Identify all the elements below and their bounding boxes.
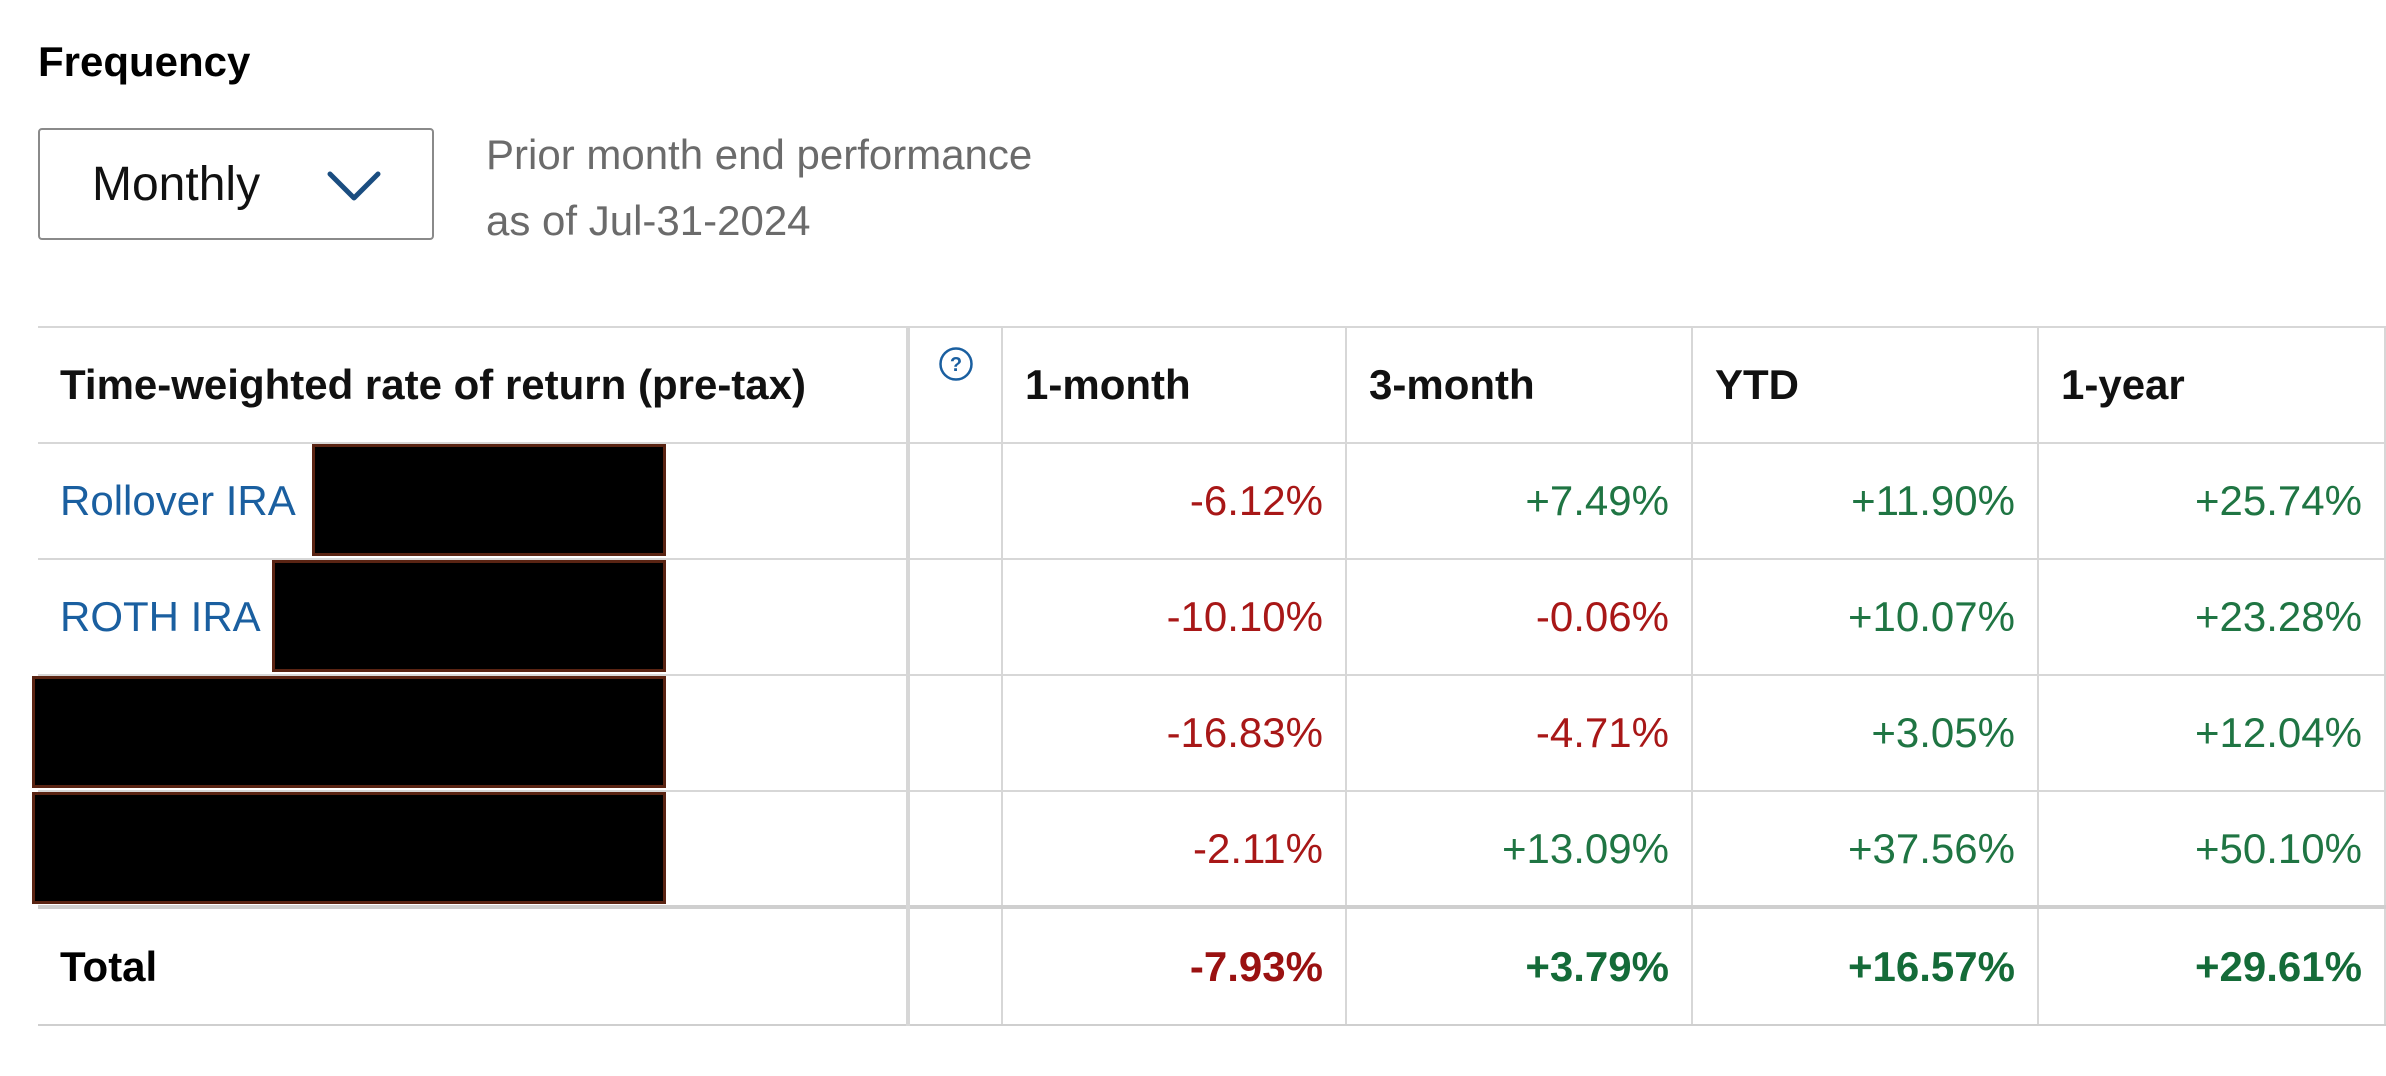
header-help: ?: [908, 326, 1003, 444]
as-of-line-2: as of Jul-31-2024: [486, 197, 811, 244]
redacted-block: [312, 444, 666, 556]
performance-table: Time-weighted rate of return (pre-tax) ?…: [32, 326, 2386, 1026]
table-header-row: Time-weighted rate of return (pre-tax) ?…: [38, 326, 2386, 444]
value-ytd: +11.90%: [1692, 442, 2039, 560]
account-link-rollover-ira[interactable]: Rollover IRA: [60, 477, 296, 524]
total-ytd: +16.57%: [1692, 905, 2039, 1026]
value-1-month: -2.11%: [1002, 790, 1347, 908]
value-1-month: -10.10%: [1002, 558, 1347, 676]
redacted-block: [272, 560, 666, 672]
value-1-year: +23.28%: [2038, 558, 2386, 676]
header-1-month[interactable]: 1-month: [1002, 326, 1347, 444]
header-name: Time-weighted rate of return (pre-tax): [38, 326, 910, 444]
value-3-month: -4.71%: [1346, 674, 1693, 792]
account-name-cell: Rollover IRA: [38, 442, 910, 560]
value-3-month: +13.09%: [1346, 790, 1693, 908]
header-ytd[interactable]: YTD: [1692, 326, 2039, 444]
total-1-month: -7.93%: [1002, 905, 1347, 1026]
value-ytd: +3.05%: [1692, 674, 2039, 792]
header-1-year[interactable]: 1-year: [2038, 326, 2386, 444]
chevron-down-icon: [327, 171, 381, 201]
header-3-month[interactable]: 3-month: [1346, 326, 1693, 444]
account-name-cell: ROTH IRA: [38, 558, 910, 676]
table-row: -16.83% -4.71% +3.05% +12.04%: [32, 674, 2386, 792]
value-1-month: -16.83%: [1002, 674, 1347, 792]
account-name-cell: [32, 790, 910, 908]
table-row: ROTH IRA -10.10% -0.06% +10.07% +23.28%: [38, 558, 2386, 676]
table-row: Rollover IRA -6.12% +7.49% +11.90% +25.7…: [38, 442, 2386, 560]
as-of-note: Prior month end performance as of Jul-31…: [486, 122, 1032, 254]
frequency-dropdown[interactable]: Monthly: [38, 128, 434, 240]
help-cell: [908, 674, 1003, 792]
frequency-selected-value: Monthly: [92, 157, 261, 211]
value-1-year: +12.04%: [2038, 674, 2386, 792]
value-ytd: +37.56%: [1692, 790, 2039, 908]
value-ytd: +10.07%: [1692, 558, 2039, 676]
redacted-block[interactable]: [32, 676, 666, 788]
account-name-cell: [32, 674, 910, 792]
total-1-year: +29.61%: [2038, 905, 2386, 1026]
table-row: -2.11% +13.09% +37.56% +50.10%: [32, 790, 2386, 908]
value-3-month: +7.49%: [1346, 442, 1693, 560]
total-row: Total -7.93% +3.79% +16.57% +29.61%: [38, 905, 2386, 1026]
value-1-year: +50.10%: [2038, 790, 2386, 908]
value-3-month: -0.06%: [1346, 558, 1693, 676]
help-cell: [908, 558, 1003, 676]
question-circle-icon[interactable]: ?: [938, 346, 974, 382]
redacted-block[interactable]: [32, 792, 666, 904]
total-label: Total: [38, 905, 910, 1026]
svg-text:?: ?: [949, 354, 961, 376]
as-of-line-1: Prior month end performance: [486, 131, 1033, 178]
value-1-month: -6.12%: [1002, 442, 1347, 560]
help-cell: [908, 905, 1003, 1026]
frequency-label: Frequency: [38, 38, 251, 85]
account-link-roth-ira[interactable]: ROTH IRA: [60, 593, 261, 640]
total-3-month: +3.79%: [1346, 905, 1693, 1026]
help-cell: [908, 442, 1003, 560]
value-1-year: +25.74%: [2038, 442, 2386, 560]
help-cell: [908, 790, 1003, 908]
